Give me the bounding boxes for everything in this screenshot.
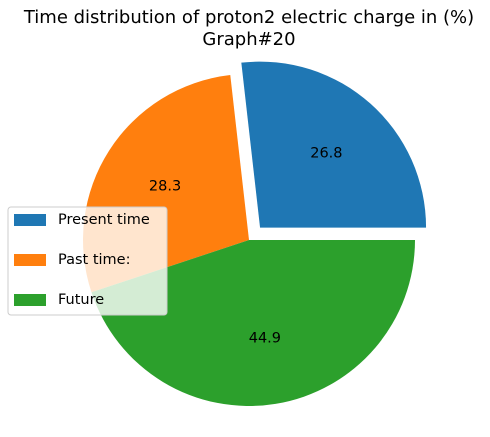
legend-swatch	[14, 254, 46, 266]
chart-title: Time distribution of proton2 electric ch…	[23, 7, 474, 28]
legend-swatch	[14, 214, 46, 226]
pie-value-label: 26.8	[310, 145, 342, 161]
legend-label: Present time	[58, 212, 150, 228]
legend: Present time Past time: Future	[8, 207, 167, 315]
legend-swatch	[14, 294, 46, 306]
legend-label: Past time:	[58, 252, 130, 268]
pie-value-label: 44.9	[249, 330, 281, 346]
chart-subtitle: Graph#20	[202, 29, 295, 50]
legend-label: Future	[58, 292, 104, 308]
pie-value-label: 28.3	[149, 178, 181, 194]
